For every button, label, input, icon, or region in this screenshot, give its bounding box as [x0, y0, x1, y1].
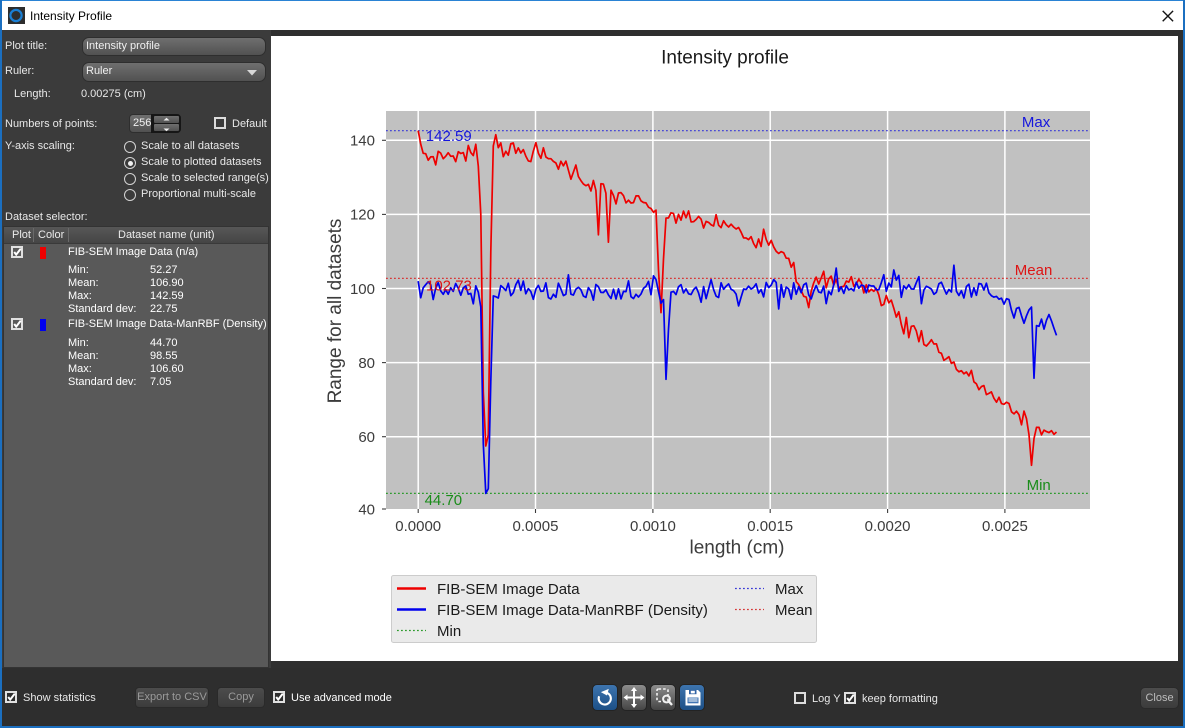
svg-text:Intensity profile: Intensity profile: [661, 48, 789, 69]
svg-text:Max: Max: [1022, 114, 1051, 131]
svg-text:100: 100: [350, 281, 375, 298]
svg-text:60: 60: [358, 429, 375, 446]
svg-text:120: 120: [350, 207, 375, 224]
svg-text:40: 40: [358, 501, 375, 518]
svg-text:Mean: Mean: [775, 602, 813, 619]
svg-text:0.0025: 0.0025: [982, 518, 1028, 535]
svg-text:44.70: 44.70: [425, 492, 463, 509]
svg-text:Range for all datasets: Range for all datasets: [325, 219, 346, 404]
svg-text:0.0020: 0.0020: [865, 518, 911, 535]
svg-text:102.73: 102.73: [426, 277, 472, 294]
svg-text:FIB-SEM Image Data-ManRBF (Den: FIB-SEM Image Data-ManRBF (Density): [437, 602, 708, 619]
svg-text:Min: Min: [437, 623, 461, 640]
svg-text:0.0005: 0.0005: [513, 518, 559, 535]
svg-text:0.0000: 0.0000: [395, 518, 441, 535]
svg-text:80: 80: [358, 355, 375, 372]
svg-text:length (cm): length (cm): [689, 538, 784, 559]
svg-text:0.0015: 0.0015: [747, 518, 793, 535]
svg-text:Min: Min: [1027, 477, 1051, 494]
svg-text:140: 140: [350, 133, 375, 150]
svg-text:Mean: Mean: [1015, 262, 1053, 279]
svg-text:142.59: 142.59: [426, 128, 472, 145]
svg-text:0.0010: 0.0010: [630, 518, 676, 535]
svg-text:Max: Max: [775, 581, 804, 598]
svg-text:FIB-SEM Image Data: FIB-SEM Image Data: [437, 581, 580, 598]
